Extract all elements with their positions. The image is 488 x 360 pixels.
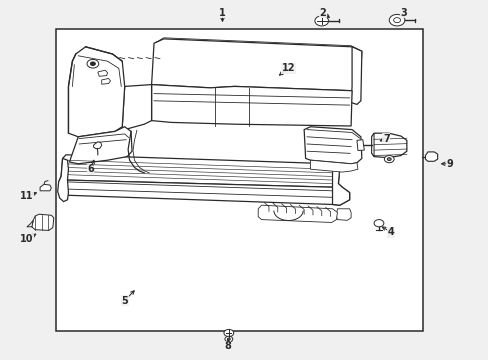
Polygon shape (371, 133, 373, 157)
Bar (56, 29, 422, 331)
Text: 6: 6 (87, 164, 94, 174)
Text: 7: 7 (382, 134, 389, 144)
Text: 4: 4 (387, 227, 394, 237)
Polygon shape (310, 160, 357, 172)
Polygon shape (425, 152, 437, 161)
Polygon shape (151, 39, 361, 91)
Circle shape (386, 158, 390, 161)
Text: 2: 2 (319, 8, 325, 18)
Circle shape (224, 329, 233, 337)
Text: 9: 9 (446, 159, 452, 169)
Polygon shape (69, 127, 132, 164)
Text: 3: 3 (399, 8, 406, 18)
Circle shape (384, 156, 393, 163)
Circle shape (393, 18, 400, 23)
Circle shape (227, 338, 230, 340)
Text: 11: 11 (20, 191, 34, 201)
Text: 10: 10 (20, 234, 34, 244)
Polygon shape (304, 127, 361, 164)
Polygon shape (59, 176, 349, 205)
Circle shape (373, 220, 383, 227)
Polygon shape (332, 164, 349, 205)
Polygon shape (258, 205, 337, 222)
Text: 12: 12 (281, 63, 295, 73)
Polygon shape (40, 184, 51, 191)
Polygon shape (58, 158, 68, 202)
Polygon shape (371, 133, 406, 158)
Circle shape (87, 59, 99, 68)
Circle shape (224, 336, 232, 342)
Text: 5: 5 (121, 296, 128, 306)
Circle shape (388, 14, 404, 26)
Polygon shape (32, 214, 54, 230)
Polygon shape (93, 142, 102, 149)
Polygon shape (151, 85, 351, 126)
Polygon shape (336, 209, 350, 220)
Text: 1: 1 (219, 8, 225, 18)
Circle shape (314, 16, 328, 26)
Polygon shape (61, 155, 339, 187)
Polygon shape (68, 47, 124, 137)
Polygon shape (102, 78, 110, 84)
Polygon shape (98, 70, 107, 76)
Polygon shape (350, 47, 361, 104)
Text: 8: 8 (224, 341, 230, 351)
Polygon shape (122, 85, 151, 130)
Polygon shape (27, 220, 33, 227)
Circle shape (90, 62, 95, 66)
Polygon shape (356, 140, 364, 150)
